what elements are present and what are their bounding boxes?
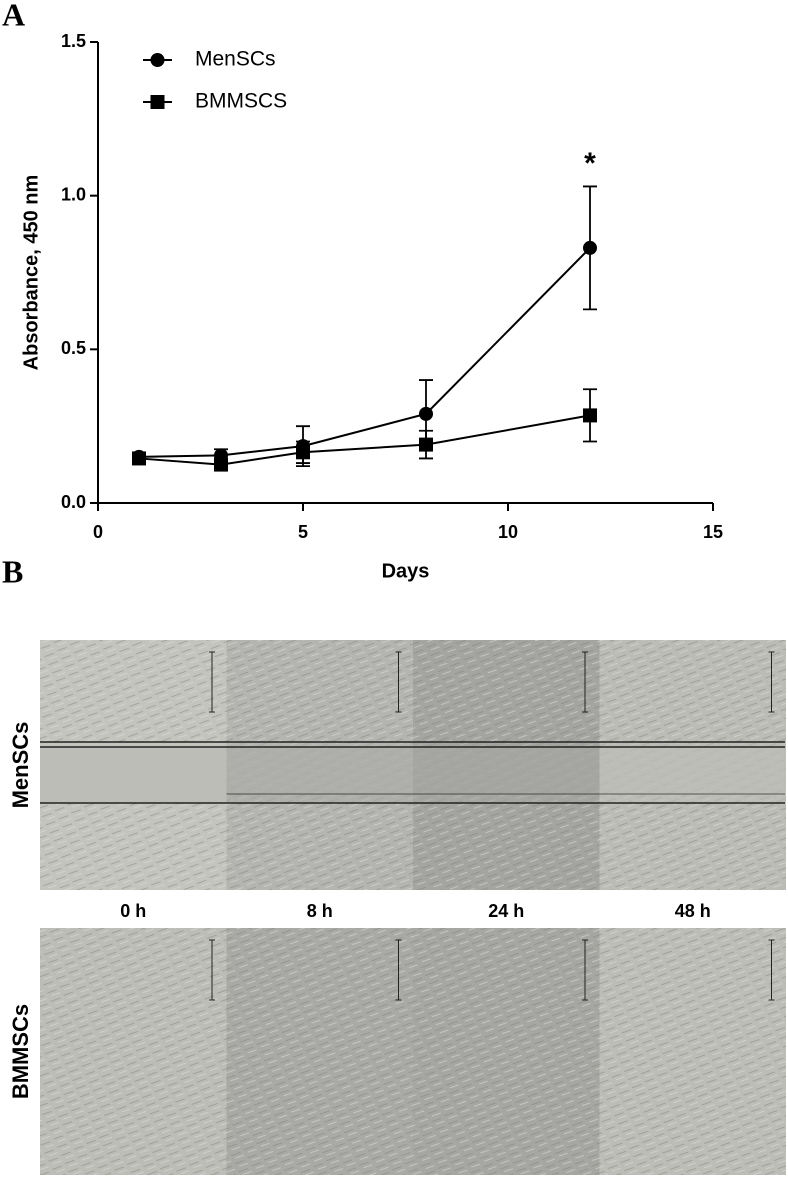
marker xyxy=(214,457,228,472)
scratch xyxy=(40,747,227,803)
x-tick-label: 0 xyxy=(93,522,103,542)
column-label: 24 h xyxy=(488,901,524,921)
scratch xyxy=(226,747,413,803)
marker xyxy=(296,445,310,460)
marker xyxy=(583,240,597,255)
line xyxy=(138,247,591,458)
marker xyxy=(132,451,146,466)
cell-texture xyxy=(599,928,786,1175)
cell-texture xyxy=(40,928,227,1175)
scale-bar xyxy=(209,651,215,713)
column-label: 8 h xyxy=(307,901,333,921)
x-tick-label: 15 xyxy=(703,522,723,542)
row-label: BMMSCs xyxy=(8,1004,33,1099)
cell-texture xyxy=(226,928,413,1175)
marker xyxy=(419,437,433,452)
scale-bar xyxy=(395,651,402,713)
scratch xyxy=(599,747,786,803)
legend-label: MenSCs xyxy=(195,48,276,71)
column-label: 48 h xyxy=(675,901,711,921)
y-tick-label: 0.5 xyxy=(61,338,86,358)
line xyxy=(138,414,591,466)
legend-label: BMMSCS xyxy=(195,90,287,113)
scale-bar xyxy=(768,651,775,713)
scale-bar xyxy=(209,939,215,1001)
scratch xyxy=(413,747,600,803)
x-tick-label: 10 xyxy=(498,522,518,542)
y-axis-label: Absorbance, 450 nm xyxy=(20,175,42,371)
scale-bar xyxy=(395,939,402,1001)
marker xyxy=(583,408,597,423)
x-tick-label: 5 xyxy=(298,522,308,542)
y-tick-label: 1.0 xyxy=(61,184,86,204)
x-axis-label: Days xyxy=(382,560,430,582)
micrographs xyxy=(40,640,786,1175)
scale-bar xyxy=(768,939,775,1001)
row-label: MenSCs xyxy=(8,722,33,809)
panel-label: A xyxy=(2,0,25,32)
cell-texture xyxy=(413,928,600,1175)
legend-marker xyxy=(150,95,165,109)
y-tick-label: 1.5 xyxy=(61,31,86,51)
annotation: * xyxy=(584,147,596,180)
y-tick-label: 0.0 xyxy=(61,492,86,512)
legend-marker xyxy=(150,53,165,67)
scale-bar xyxy=(582,651,588,713)
scale-bar xyxy=(582,939,588,1001)
panel-label: B xyxy=(2,553,23,589)
marker xyxy=(419,406,433,421)
column-label: 0 h xyxy=(120,901,146,921)
